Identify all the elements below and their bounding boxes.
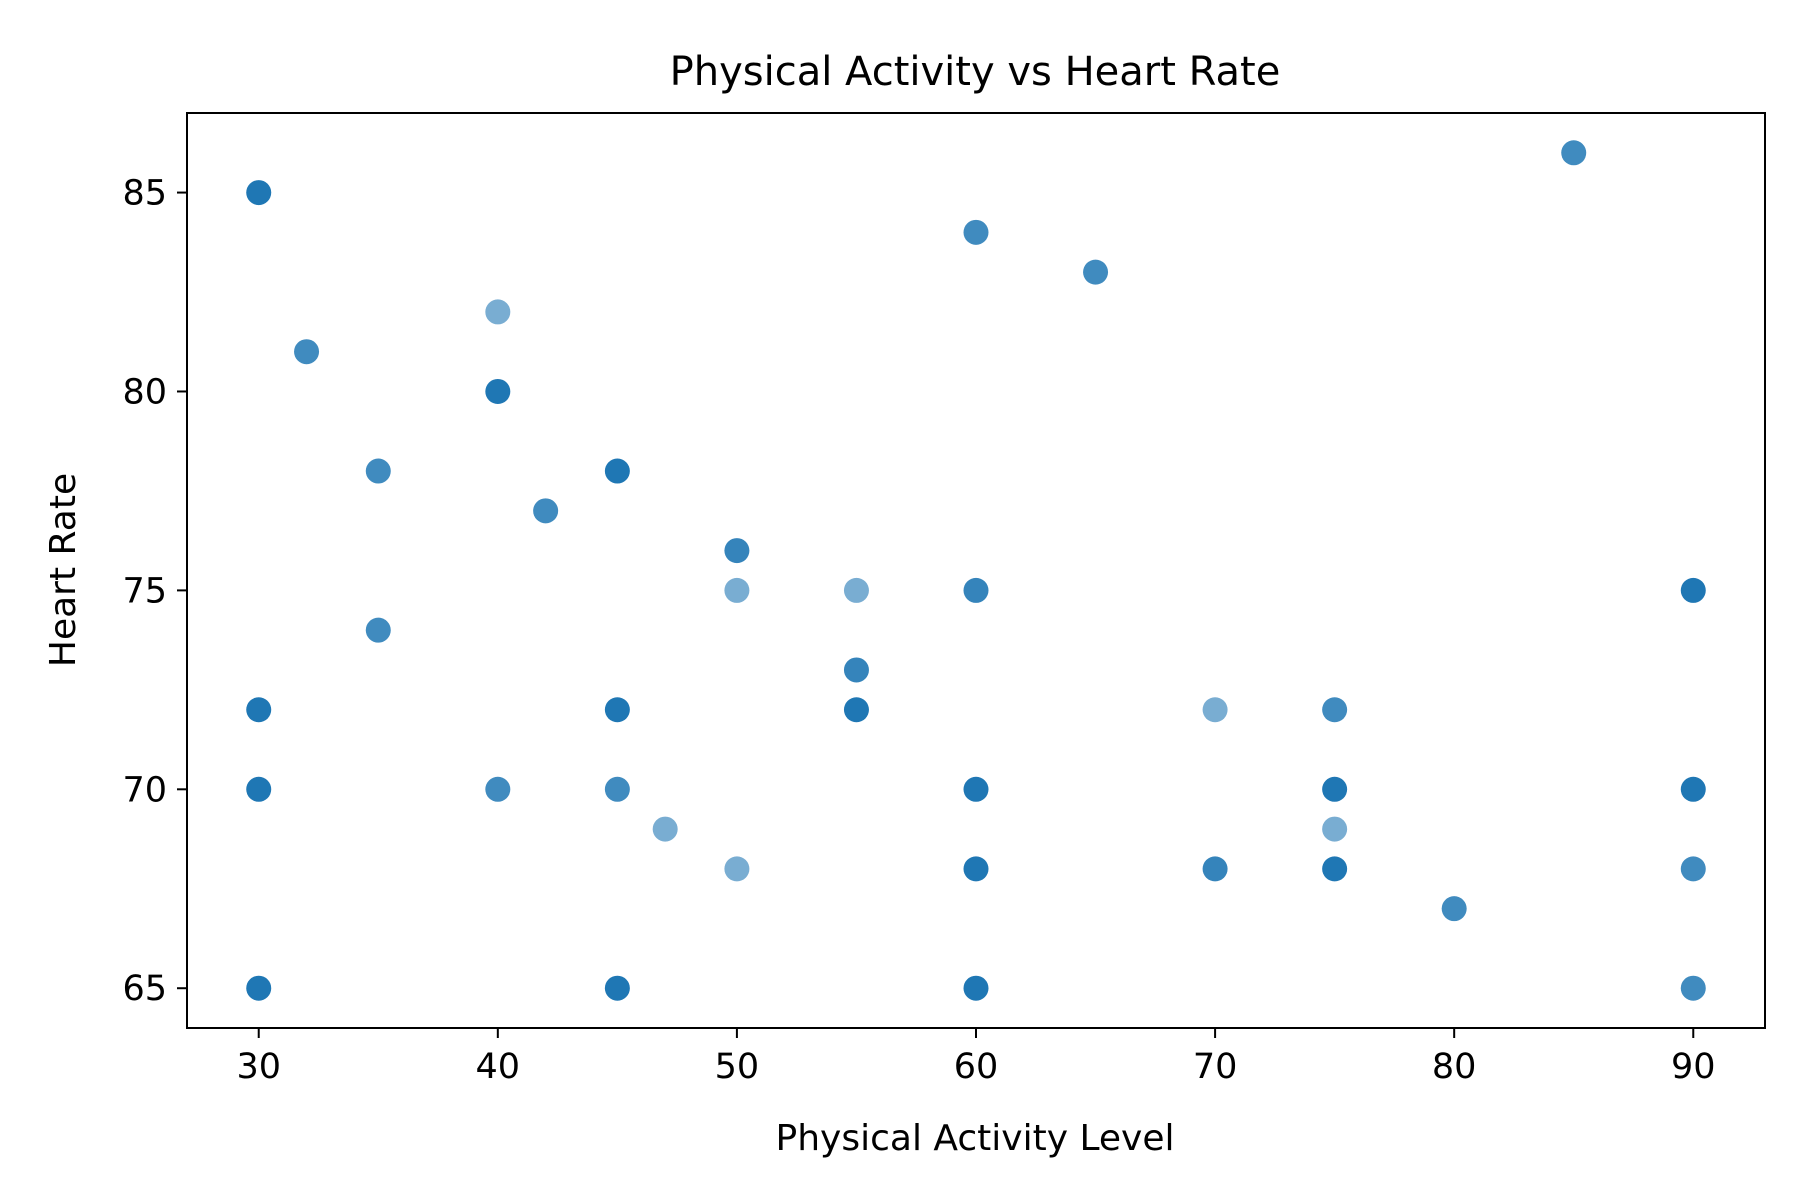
scatter-point	[533, 498, 559, 524]
scatter-point	[724, 856, 750, 882]
scatter-point	[724, 577, 750, 603]
scatter-point	[604, 975, 630, 1001]
scatter-point	[604, 776, 630, 802]
scatter-point	[1202, 697, 1228, 723]
scatter-point	[1680, 776, 1706, 802]
scatter-point	[1561, 140, 1587, 166]
scatter-point	[963, 776, 989, 802]
scatter-point	[246, 776, 272, 802]
y-tick-label: 75	[122, 571, 167, 611]
y-tick-label: 80	[122, 372, 167, 412]
scatter-point	[365, 617, 391, 643]
scatter-point	[246, 975, 272, 1001]
y-tick-label: 70	[122, 770, 167, 810]
scatter-point	[1322, 816, 1348, 842]
scatter-point	[1441, 896, 1467, 922]
scatter-point	[1202, 856, 1228, 882]
plot-frame	[186, 112, 1766, 1029]
y-tick-label: 65	[122, 969, 167, 1009]
scatter-point	[652, 816, 678, 842]
scatter-point	[485, 299, 511, 325]
y-axis: 65 70 75 80 85	[122, 174, 187, 1009]
x-axis-label: Physical Activity Level	[776, 1118, 1175, 1159]
x-tick-label: 70	[1193, 1047, 1238, 1087]
scatter-point	[843, 577, 869, 603]
points-layer	[246, 140, 1706, 1001]
x-tick-label: 50	[715, 1047, 760, 1087]
scatter-point	[1322, 776, 1348, 802]
scatter-point	[365, 458, 391, 484]
scatter-point	[485, 378, 511, 404]
scatter-point	[1322, 697, 1348, 723]
scatter-point	[843, 657, 869, 683]
x-tick-label: 40	[476, 1047, 521, 1087]
scatter-point	[963, 975, 989, 1001]
scatter-point	[1083, 259, 1109, 285]
scatter-point	[963, 856, 989, 882]
y-axis-label: Heart Rate	[43, 473, 84, 667]
scatter-point	[1680, 856, 1706, 882]
scatter-point	[963, 577, 989, 603]
scatter-point	[294, 339, 320, 365]
x-axis: 30 40 50 60 70 80 90	[236, 1028, 1716, 1087]
y-tick-label: 85	[122, 174, 167, 214]
scatter-point	[604, 697, 630, 723]
scatter-point	[1322, 856, 1348, 882]
x-tick-label: 30	[236, 1047, 281, 1087]
x-tick-label: 80	[1432, 1047, 1477, 1087]
x-tick-label: 90	[1671, 1047, 1716, 1087]
scatter-point	[1680, 975, 1706, 1001]
scatter-point	[843, 697, 869, 723]
scatter-point	[604, 458, 630, 484]
scatter-point	[724, 538, 750, 564]
scatter-point	[963, 219, 989, 245]
x-tick-label: 60	[954, 1047, 999, 1087]
scatter-point	[246, 697, 272, 723]
scatter-point	[246, 180, 272, 206]
scatter-point	[1680, 577, 1706, 603]
scatter-point	[485, 776, 511, 802]
chart-title: Physical Activity vs Heart Rate	[670, 49, 1281, 95]
